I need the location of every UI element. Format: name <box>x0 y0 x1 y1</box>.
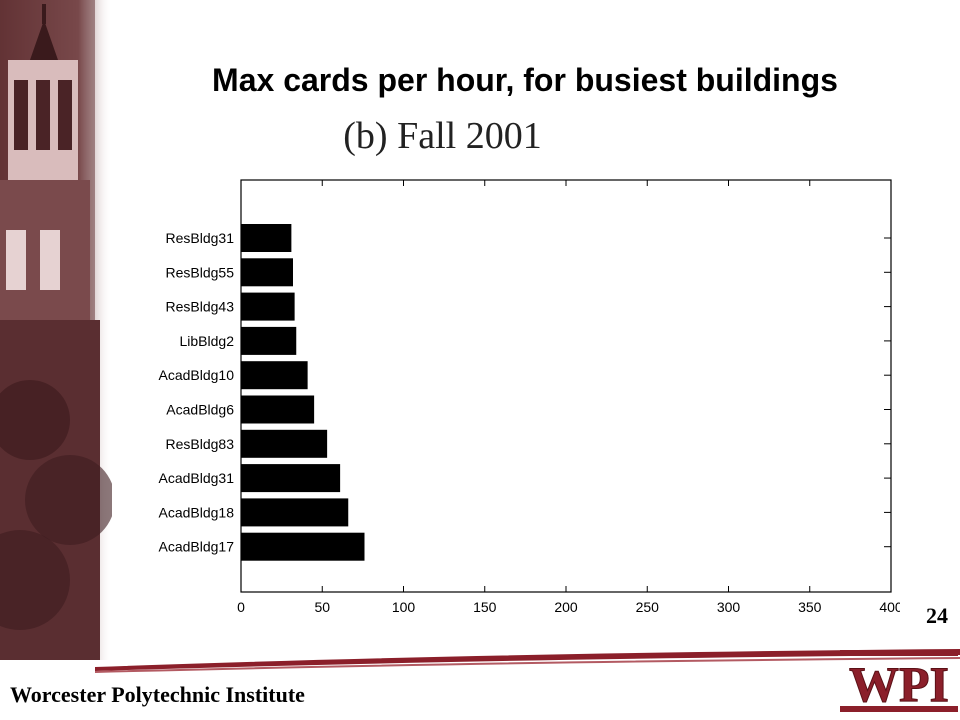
bar-ResBldg31 <box>241 224 291 252</box>
y-tick-label: ResBldg31 <box>166 230 235 246</box>
bar-AcadBldg18 <box>241 498 348 526</box>
plot-frame <box>241 180 891 592</box>
footer-divider <box>0 645 960 675</box>
x-tick-label: 100 <box>392 599 416 615</box>
y-tick-label: LibBldg2 <box>180 333 235 349</box>
x-tick-label: 300 <box>717 599 741 615</box>
bar-AcadBldg10 <box>241 361 308 389</box>
y-tick-label: AcadBldg6 <box>166 402 234 418</box>
logo-text: WPI <box>849 656 949 712</box>
wpi-logo: WPI <box>836 648 960 714</box>
bar-LibBldg2 <box>241 327 296 355</box>
x-tick-label: 50 <box>314 599 330 615</box>
chart-subtitle: (b) Fall 2001 <box>120 114 765 158</box>
x-tick-label: 150 <box>473 599 497 615</box>
institution-name: Worcester Polytechnic Institute <box>10 682 305 708</box>
y-tick-label: ResBldg83 <box>166 436 235 452</box>
bar-AcadBldg17 <box>241 533 365 561</box>
campus-tower-image <box>0 0 112 660</box>
bar-chart: ResBldg31 ResBldg55 ResBldg43 LibBldg2 AcadB… <box>130 170 900 620</box>
slide-title: Max cards per hour, for busiest building… <box>120 62 930 99</box>
bar-AcadBldg6 <box>241 396 314 424</box>
bar-ResBldg55 <box>241 258 293 286</box>
x-tick-label: 0 <box>237 599 245 615</box>
bar-ResBldg83 <box>241 430 327 458</box>
x-tick-label: 200 <box>554 599 578 615</box>
y-tick-label: AcadBldg31 <box>158 470 234 486</box>
y-tick-label: AcadBldg17 <box>158 539 234 555</box>
y-tick-label: ResBldg43 <box>166 299 235 315</box>
x-tick-label: 400 <box>879 599 900 615</box>
y-tick-label: AcadBldg10 <box>158 367 234 383</box>
page-number: 24 <box>926 603 948 629</box>
x-tick-label: 250 <box>636 599 660 615</box>
y-tick-label: AcadBldg18 <box>158 504 234 520</box>
x-tick-label: 350 <box>798 599 822 615</box>
bar-ResBldg43 <box>241 293 295 321</box>
bar-AcadBldg31 <box>241 464 340 492</box>
y-tick-label: ResBldg55 <box>166 264 235 280</box>
